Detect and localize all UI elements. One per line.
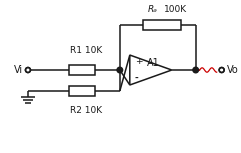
Text: Vi: Vi	[14, 65, 23, 75]
Text: 100K: 100K	[164, 5, 187, 14]
Bar	[69, 86, 95, 96]
Text: R1 10K: R1 10K	[70, 46, 102, 55]
Circle shape	[219, 67, 224, 73]
Text: Rₔ: Rₔ	[148, 5, 158, 14]
Circle shape	[117, 67, 123, 73]
Text: R2 10K: R2 10K	[70, 106, 102, 115]
Text: -: -	[135, 74, 139, 83]
Text: +: +	[135, 57, 142, 66]
Text: A1: A1	[147, 58, 160, 68]
Circle shape	[193, 67, 199, 73]
Bar	[69, 65, 95, 75]
Text: Vo: Vo	[227, 65, 238, 75]
Bar	[143, 20, 181, 30]
Circle shape	[26, 67, 30, 73]
Polygon shape	[130, 55, 172, 85]
